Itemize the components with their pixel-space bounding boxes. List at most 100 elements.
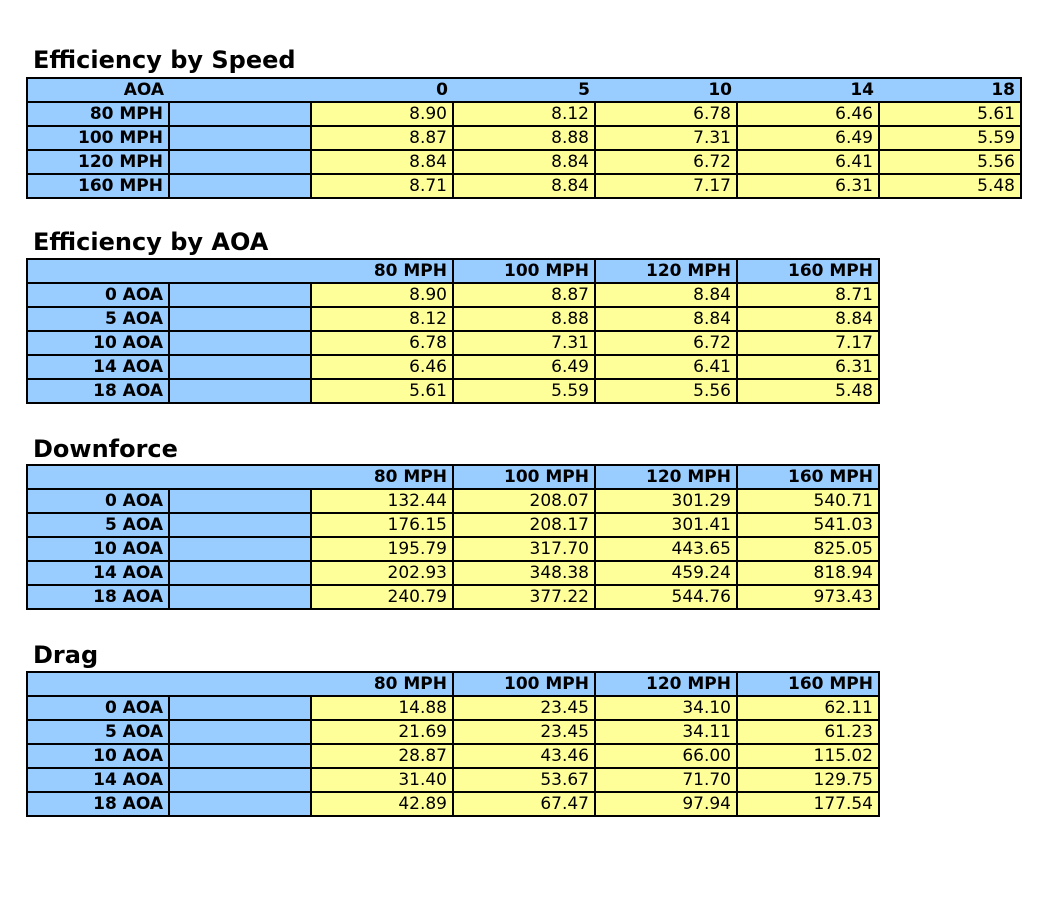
- blank-cell[interactable]: [168, 125, 312, 151]
- column-header[interactable]: 160 MPH: [736, 465, 879, 490]
- value-cell[interactable]: 540.71: [736, 488, 880, 514]
- value-cell[interactable]: 21.69: [310, 719, 454, 745]
- value-cell[interactable]: 132.44: [310, 488, 454, 514]
- value-cell[interactable]: 61.23: [736, 719, 880, 745]
- value-cell[interactable]: 7.17: [736, 330, 880, 356]
- row-label[interactable]: 160 MPH: [26, 173, 170, 199]
- value-cell[interactable]: 195.79: [310, 536, 454, 562]
- value-cell[interactable]: 5.56: [878, 149, 1022, 175]
- value-cell[interactable]: 7.17: [594, 173, 738, 199]
- value-cell[interactable]: 53.67: [452, 767, 596, 793]
- blank-cell[interactable]: [168, 695, 312, 721]
- column-header[interactable]: 0: [311, 78, 453, 103]
- value-cell[interactable]: 301.29: [594, 488, 738, 514]
- value-cell[interactable]: 8.84: [452, 149, 596, 175]
- value-cell[interactable]: 62.11: [736, 695, 880, 721]
- column-header[interactable]: 80 MPH: [311, 259, 453, 284]
- blank-cell[interactable]: [168, 536, 312, 562]
- value-cell[interactable]: 97.94: [594, 791, 738, 817]
- value-cell[interactable]: 5.59: [878, 125, 1022, 151]
- value-cell[interactable]: 8.84: [594, 306, 738, 332]
- header-blank[interactable]: [169, 259, 311, 284]
- row-label[interactable]: 5 AOA: [26, 306, 170, 332]
- row-label[interactable]: 10 AOA: [26, 536, 170, 562]
- header-blank[interactable]: [169, 465, 311, 490]
- row-label[interactable]: 10 AOA: [26, 743, 170, 769]
- value-cell[interactable]: 6.49: [736, 125, 880, 151]
- value-cell[interactable]: 317.70: [452, 536, 596, 562]
- value-cell[interactable]: 129.75: [736, 767, 880, 793]
- value-cell[interactable]: 6.31: [736, 173, 880, 199]
- value-cell[interactable]: 8.88: [452, 306, 596, 332]
- blank-cell[interactable]: [168, 306, 312, 332]
- value-cell[interactable]: 115.02: [736, 743, 880, 769]
- value-cell[interactable]: 6.78: [594, 101, 738, 127]
- blank-cell[interactable]: [168, 149, 312, 175]
- value-cell[interactable]: 6.31: [736, 354, 880, 380]
- row-label[interactable]: 18 AOA: [26, 791, 170, 817]
- column-header[interactable]: 14: [737, 78, 879, 103]
- row-label[interactable]: 5 AOA: [26, 512, 170, 538]
- value-cell[interactable]: 8.84: [452, 173, 596, 199]
- row-label[interactable]: 100 MPH: [26, 125, 170, 151]
- row-label[interactable]: 14 AOA: [26, 354, 170, 380]
- value-cell[interactable]: 14.88: [310, 695, 454, 721]
- blank-cell[interactable]: [168, 354, 312, 380]
- value-cell[interactable]: 5.59: [452, 378, 596, 404]
- value-cell[interactable]: 825.05: [736, 536, 880, 562]
- value-cell[interactable]: 6.46: [310, 354, 454, 380]
- value-cell[interactable]: 71.70: [594, 767, 738, 793]
- value-cell[interactable]: 6.41: [594, 354, 738, 380]
- value-cell[interactable]: 42.89: [310, 791, 454, 817]
- column-header[interactable]: 120 MPH: [594, 672, 737, 697]
- blank-cell[interactable]: [168, 330, 312, 356]
- value-cell[interactable]: 8.71: [310, 173, 454, 199]
- value-cell[interactable]: 23.45: [452, 695, 596, 721]
- value-cell[interactable]: 443.65: [594, 536, 738, 562]
- value-cell[interactable]: 6.78: [310, 330, 454, 356]
- row-label[interactable]: 18 AOA: [26, 584, 170, 610]
- value-cell[interactable]: 23.45: [452, 719, 596, 745]
- blank-cell[interactable]: [168, 791, 312, 817]
- value-cell[interactable]: 6.72: [594, 149, 738, 175]
- value-cell[interactable]: 177.54: [736, 791, 880, 817]
- column-header[interactable]: 100 MPH: [452, 672, 595, 697]
- value-cell[interactable]: 208.17: [452, 512, 596, 538]
- value-cell[interactable]: 5.61: [878, 101, 1022, 127]
- row-label[interactable]: 0 AOA: [26, 695, 170, 721]
- row-label[interactable]: 5 AOA: [26, 719, 170, 745]
- value-cell[interactable]: 8.12: [452, 101, 596, 127]
- value-cell[interactable]: 6.72: [594, 330, 738, 356]
- column-header[interactable]: 5: [453, 78, 595, 103]
- row-label[interactable]: 10 AOA: [26, 330, 170, 356]
- value-cell[interactable]: 8.12: [310, 306, 454, 332]
- value-cell[interactable]: 240.79: [310, 584, 454, 610]
- column-header[interactable]: 120 MPH: [594, 259, 737, 284]
- value-cell[interactable]: 6.46: [736, 101, 880, 127]
- row-label[interactable]: 80 MPH: [26, 101, 170, 127]
- value-cell[interactable]: 5.48: [736, 378, 880, 404]
- value-cell[interactable]: 8.88: [452, 125, 596, 151]
- column-header[interactable]: 80 MPH: [311, 672, 453, 697]
- value-cell[interactable]: 43.46: [452, 743, 596, 769]
- value-cell[interactable]: 7.31: [452, 330, 596, 356]
- value-cell[interactable]: 5.48: [878, 173, 1022, 199]
- corner-label[interactable]: [27, 465, 169, 490]
- value-cell[interactable]: 8.90: [310, 282, 454, 308]
- value-cell[interactable]: 377.22: [452, 584, 596, 610]
- blank-cell[interactable]: [168, 512, 312, 538]
- value-cell[interactable]: 459.24: [594, 560, 738, 586]
- value-cell[interactable]: 8.71: [736, 282, 880, 308]
- value-cell[interactable]: 544.76: [594, 584, 738, 610]
- value-cell[interactable]: 208.07: [452, 488, 596, 514]
- value-cell[interactable]: 6.41: [736, 149, 880, 175]
- row-label[interactable]: 0 AOA: [26, 488, 170, 514]
- value-cell[interactable]: 8.87: [310, 125, 454, 151]
- value-cell[interactable]: 8.84: [310, 149, 454, 175]
- value-cell[interactable]: 5.56: [594, 378, 738, 404]
- column-header[interactable]: 10: [595, 78, 737, 103]
- row-label[interactable]: 120 MPH: [26, 149, 170, 175]
- value-cell[interactable]: 34.11: [594, 719, 738, 745]
- value-cell[interactable]: 6.49: [452, 354, 596, 380]
- row-label[interactable]: 14 AOA: [26, 767, 170, 793]
